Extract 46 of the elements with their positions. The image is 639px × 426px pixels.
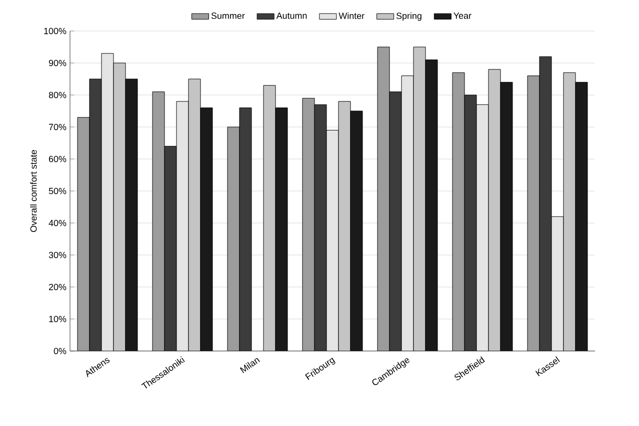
legend-label: Spring xyxy=(396,12,422,21)
bar xyxy=(350,110,363,351)
bar xyxy=(326,130,339,351)
bar xyxy=(164,146,176,351)
bar xyxy=(114,62,126,351)
bar xyxy=(228,126,240,351)
legend-label: Year xyxy=(454,12,472,19)
y-tick-label: 80% xyxy=(48,92,66,98)
y-tick-label: 50% xyxy=(48,188,66,194)
bar xyxy=(152,92,164,351)
bar xyxy=(240,108,252,351)
y-tick-label: 90% xyxy=(48,60,66,66)
y-tick-label: 60% xyxy=(48,156,66,162)
bar xyxy=(390,92,402,351)
bar xyxy=(276,108,288,351)
bar xyxy=(102,53,114,351)
legend-label: Autumn xyxy=(276,12,307,19)
bar xyxy=(200,108,212,351)
legend-label: Winter xyxy=(338,12,364,20)
bar xyxy=(314,104,327,351)
y-tick-label: 0% xyxy=(54,348,66,354)
bar xyxy=(402,76,414,351)
bar xyxy=(500,82,513,351)
y-tick-label: 10% xyxy=(49,316,66,322)
bar xyxy=(426,60,438,351)
bar xyxy=(464,94,477,351)
x-tick-label: Milan xyxy=(240,358,260,374)
bar xyxy=(378,46,390,351)
y-tick-label: 40% xyxy=(48,220,66,226)
bar xyxy=(452,72,465,351)
legend-label: Summer xyxy=(211,12,245,19)
bar xyxy=(527,76,540,351)
bar xyxy=(575,82,588,351)
bar xyxy=(302,98,315,351)
bar xyxy=(78,117,90,351)
y-tick-label: 100% xyxy=(44,28,66,34)
bar xyxy=(126,78,138,351)
y-tick-label: 20% xyxy=(48,284,66,290)
y-axis-title: Overall comfort state xyxy=(30,150,37,232)
bar xyxy=(176,101,188,351)
bar xyxy=(539,56,552,351)
bar xyxy=(551,216,564,351)
bar xyxy=(90,78,102,351)
y-tick-label: 30% xyxy=(48,252,66,258)
bar xyxy=(476,104,489,351)
y-tick-label: 70% xyxy=(48,124,66,130)
